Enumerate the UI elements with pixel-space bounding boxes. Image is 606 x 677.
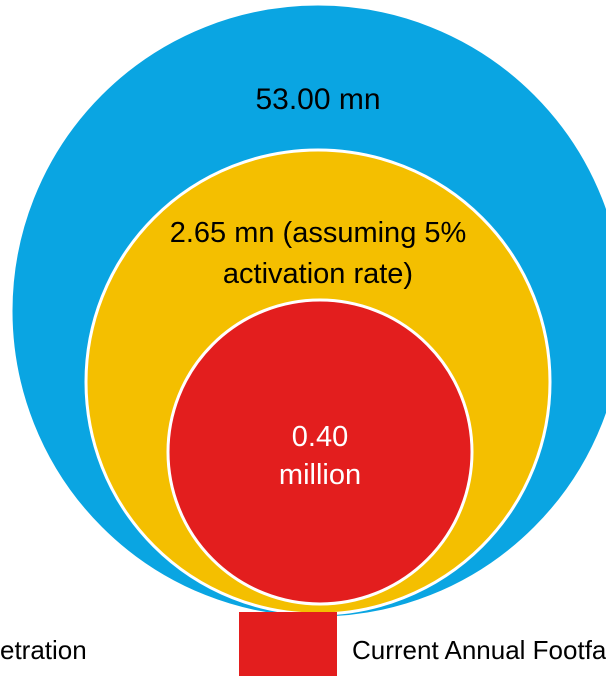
legend-label-penetration: etration xyxy=(0,635,87,665)
inner-circle-label-line2: million xyxy=(279,459,361,491)
outer-circle-label: 53.00 mn xyxy=(255,83,380,116)
middle-circle-label-line1: 2.65 mn (assuming 5% xyxy=(170,217,467,249)
legend-swatch-current-annual-footfall xyxy=(239,612,337,676)
inner-circle xyxy=(166,298,474,606)
middle-circle-label-line2: activation rate) xyxy=(223,258,413,290)
legend-label-current-annual-footfall: Current Annual Footfal xyxy=(352,635,606,665)
inner-circle-label-line1: 0.40 xyxy=(292,421,348,453)
